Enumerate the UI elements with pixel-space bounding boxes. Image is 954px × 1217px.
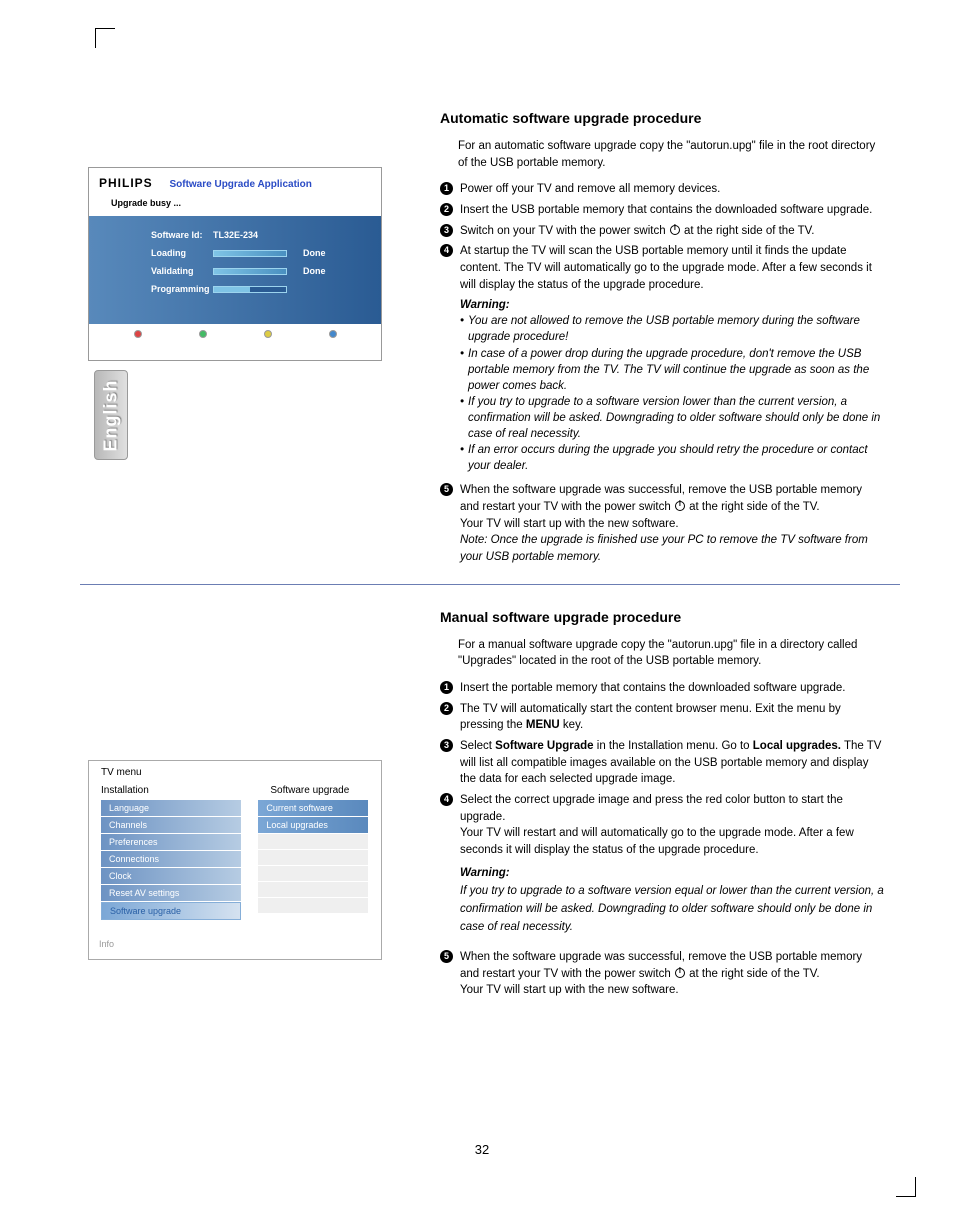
section-automatic: Automatic software upgrade procedure For… — [440, 110, 884, 566]
tv-menu-item: Software upgrade — [101, 902, 241, 920]
tv-menu-right-item: Current software — [258, 800, 368, 816]
tv-menu-blank — [258, 866, 368, 881]
tv-menu-right-list: Current softwareLocal upgrades — [258, 800, 381, 921]
step-number: 1 — [440, 681, 453, 694]
section2-step5: 5 When the software upgrade was successf… — [440, 949, 884, 999]
power-icon — [675, 968, 685, 978]
page: English PHILIPS Software Upgrade Applica… — [80, 70, 884, 1167]
section1-step: 2Insert the USB portable memory that con… — [440, 202, 884, 219]
crop-mark-br — [896, 1177, 916, 1197]
tv-menu-col-left: Installation — [89, 781, 258, 800]
upgrade-app-diagram: PHILIPS Software Upgrade Application Upg… — [88, 167, 382, 361]
loading-done: Done — [303, 248, 326, 258]
right-column: Automatic software upgrade procedure For… — [440, 70, 884, 1003]
programming-bar — [213, 286, 287, 293]
step-number: 2 — [440, 702, 453, 715]
blue-dot-icon — [329, 330, 337, 338]
software-id-value: TL32E-234 — [213, 230, 273, 240]
section2-intro: For a manual software upgrade copy the "… — [458, 637, 884, 670]
step-number: 3 — [440, 224, 453, 237]
tv-menu-title: TV menu — [89, 761, 381, 781]
section1-warning-title: Warning: — [460, 299, 884, 311]
validating-bar — [213, 268, 287, 275]
section-divider — [80, 584, 900, 585]
warning-item: If an error occurs during the upgrade yo… — [460, 442, 884, 474]
power-icon — [670, 225, 680, 235]
section1-step: 1Power off your TV and remove all memory… — [440, 181, 884, 198]
step-number: 3 — [440, 739, 453, 752]
validating-done: Done — [303, 266, 326, 276]
section1-step5: 5 When the software upgrade was successf… — [440, 482, 884, 565]
section2-step: 4Select the correct upgrade image and pr… — [440, 792, 884, 859]
tv-menu-item: Language — [101, 800, 241, 816]
language-tab-label: English — [101, 379, 122, 451]
upgrade-busy-label: Upgrade busy ... — [89, 194, 381, 208]
step-number: 4 — [440, 244, 453, 257]
section2-step5-item: 5 When the software upgrade was successf… — [440, 949, 884, 999]
tv-menu-blank — [258, 850, 368, 865]
section1-step5-item: 5 When the software upgrade was successf… — [440, 482, 884, 565]
tv-menu-blank — [258, 834, 368, 849]
upgrade-app-body: Software Id: TL32E-234 Loading Done Vali… — [89, 216, 381, 324]
tv-menu-right-item: Local upgrades — [258, 817, 368, 833]
section1-steps: 1Power off your TV and remove all memory… — [440, 181, 884, 293]
section1-step5b: Your TV will start up with the new softw… — [460, 518, 679, 530]
section2-step5b: Your TV will start up with the new softw… — [460, 984, 679, 996]
tv-menu-diagram: TV menu Installation Software upgrade La… — [88, 760, 382, 960]
tv-menu-col-right: Software upgrade — [258, 781, 381, 800]
tv-menu-item: Clock — [101, 868, 241, 884]
warning-item: In case of a power drop during the upgra… — [460, 346, 884, 394]
section1-warnings: You are not allowed to remove the USB po… — [460, 313, 884, 474]
tv-menu-item: Preferences — [101, 834, 241, 850]
red-dot-icon — [134, 330, 142, 338]
section1-step: 4At startup the TV will scan the USB por… — [440, 243, 884, 293]
tv-menu-info: Info — [89, 921, 381, 955]
tv-menu-blank — [258, 898, 368, 913]
section2-warning-text: If you try to upgrade to a software vers… — [460, 885, 884, 933]
brand-logo: PHILIPS — [99, 176, 153, 190]
section2-step: 2The TV will automatically start the con… — [440, 701, 884, 734]
step-number-5b: 5 — [440, 950, 453, 963]
page-number: 32 — [475, 1142, 489, 1157]
step-number: 2 — [440, 203, 453, 216]
section1-step: 3Switch on your TV with the power switch… — [440, 223, 884, 240]
section2-steps: 1Insert the portable memory that contain… — [440, 680, 884, 859]
software-id-label: Software Id: — [151, 230, 213, 240]
green-dot-icon — [199, 330, 207, 338]
warning-item: If you try to upgrade to a software vers… — [460, 394, 884, 442]
section2-heading: Manual software upgrade procedure — [440, 609, 884, 625]
validating-label: Validating — [151, 266, 213, 276]
warning-item: You are not allowed to remove the USB po… — [460, 313, 884, 345]
loading-label: Loading — [151, 248, 213, 258]
section1-heading: Automatic software upgrade procedure — [440, 110, 884, 126]
app-title: Software Upgrade Application — [169, 179, 311, 190]
color-dots-row — [89, 324, 381, 344]
section1-intro: For an automatic software upgrade copy t… — [458, 138, 884, 171]
crop-mark-tl — [95, 28, 115, 48]
section2-warning-title: Warning: — [460, 867, 510, 879]
section2-step5a: When the software upgrade was successful… — [460, 951, 862, 980]
power-icon — [675, 501, 685, 511]
step-number: 4 — [440, 793, 453, 806]
section1-note: Note: Once the upgrade is finished use y… — [460, 534, 868, 563]
section1-step5a: When the software upgrade was successful… — [460, 484, 862, 513]
step-number: 1 — [440, 182, 453, 195]
section1-warning-block: Warning: You are not allowed to remove t… — [460, 299, 884, 474]
yellow-dot-icon — [264, 330, 272, 338]
step-number-5: 5 — [440, 483, 453, 496]
language-tab: English — [94, 370, 128, 460]
section2-step: 3Select Software Upgrade in the Installa… — [440, 738, 884, 788]
tv-menu-blank — [258, 882, 368, 897]
tv-menu-item: Reset AV settings — [101, 885, 241, 901]
tv-menu-left-list: LanguageChannelsPreferencesConnectionsCl… — [89, 800, 258, 921]
section2-step: 1Insert the portable memory that contain… — [440, 680, 884, 697]
section-manual: Manual software upgrade procedure For a … — [440, 609, 884, 999]
tv-menu-item: Channels — [101, 817, 241, 833]
programming-label: Programming — [151, 284, 213, 294]
tv-menu-item: Connections — [101, 851, 241, 867]
loading-bar — [213, 250, 287, 257]
